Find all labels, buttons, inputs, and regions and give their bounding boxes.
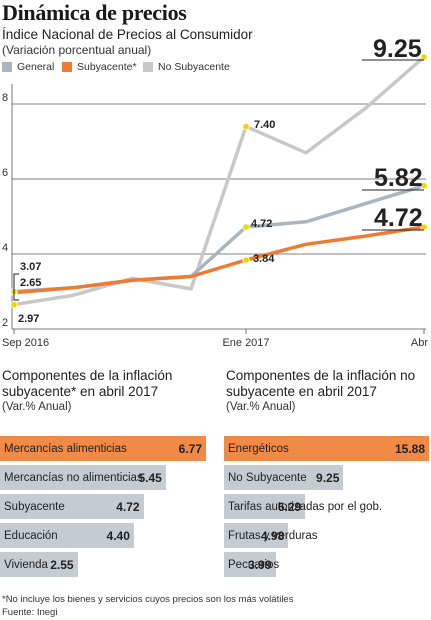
source-note: Fuente: Inegi bbox=[2, 607, 58, 618]
bar-1: No Subyacente 9.25 bbox=[224, 465, 344, 490]
legend-label-general: General bbox=[17, 61, 55, 73]
data-marker-7 bbox=[420, 182, 428, 190]
legend-label-subyacente: Subyacente* bbox=[77, 61, 137, 73]
bar-category-label: Subyacente bbox=[4, 500, 65, 513]
bar-3: Educación 4.40 bbox=[0, 523, 134, 548]
bar-value-label: 6.29 bbox=[277, 499, 302, 514]
bar-category-label: Frutas y verduras bbox=[228, 529, 318, 542]
no-subyacente-components-title: Componentes de la inflación no subyacent… bbox=[226, 368, 416, 399]
chart-units-note: (Variación porcentual anual) bbox=[2, 43, 152, 57]
line-chart: 2 4 6 8 Sep 2016 Ene 2017 Abr 3.07 2.65 2.97 4.72 3… bbox=[2, 35, 428, 349]
bar-3: Frutas y verduras 4.98 bbox=[224, 523, 317, 548]
legend-item-subyacente: Subyacente* bbox=[62, 60, 137, 74]
series-line-1 bbox=[13, 225, 425, 295]
data-label-3: 4.72 bbox=[251, 218, 272, 230]
y-tick-label-6: 6 bbox=[2, 167, 8, 179]
y-tick-label-2: 2 bbox=[2, 317, 8, 329]
chart-subtitle: Índice Nacional de Precios al Consumidor bbox=[2, 27, 253, 42]
data-marker-4 bbox=[242, 256, 250, 264]
bar-category-label: Energéticos bbox=[228, 442, 289, 455]
x-tick-label-2: Abr bbox=[411, 337, 428, 349]
data-label-0: 3.07 bbox=[20, 261, 41, 273]
page-title: Dinámica de precios bbox=[2, 0, 187, 25]
data-label-5: 7.40 bbox=[254, 119, 275, 131]
bar-value-label: 4.40 bbox=[106, 528, 130, 543]
legend-item-no-subyacente: No Subyacente bbox=[143, 60, 230, 74]
bar-value-label: 2.55 bbox=[50, 557, 74, 572]
bar-value-label: 9.25 bbox=[316, 470, 340, 485]
data-marker-3 bbox=[242, 223, 250, 231]
series-line-2 bbox=[13, 55, 426, 307]
label-bracket bbox=[13, 273, 19, 301]
bar-2: Subyacente 4.72 bbox=[0, 494, 144, 519]
x-tick-label-1: Ene 2017 bbox=[222, 337, 269, 349]
y-tick-label-4: 4 bbox=[2, 242, 8, 254]
bar-category-label: Vivienda bbox=[4, 558, 48, 571]
x-tick-label-0: Sep 2016 bbox=[2, 337, 49, 349]
data-marker-6 bbox=[420, 53, 428, 61]
bar-category-label: Pecuarios bbox=[228, 558, 280, 571]
bar-value-label: 6.77 bbox=[178, 441, 202, 456]
data-label-7: 5.82 bbox=[374, 164, 423, 192]
y-tick-label-8: 8 bbox=[2, 92, 8, 104]
legend-item-general: General bbox=[2, 60, 54, 74]
bar-4: Pecuarios 3.99 bbox=[224, 552, 280, 577]
bar-1: Mercancías no alimenticias 5.45 bbox=[0, 465, 166, 490]
bar-category-label: Educación bbox=[4, 529, 58, 542]
legend-swatch-subyacente bbox=[62, 62, 72, 72]
bar-category-label: Mercancías no alimenticias bbox=[4, 471, 143, 484]
bar-value-label: 5.45 bbox=[138, 470, 162, 485]
data-label-4: 3.84 bbox=[253, 253, 275, 265]
legend-swatch-general bbox=[2, 62, 12, 72]
bar-0: Energéticos 15.88 bbox=[224, 436, 429, 461]
bar-4: Vivienda 2.55 bbox=[0, 552, 78, 577]
bar-0: Mercancías alimenticias 6.77 bbox=[0, 436, 206, 461]
no-subyacente-components-unit: (Var.% Anual) bbox=[226, 401, 296, 413]
bar-category-label: No Subyacente bbox=[228, 471, 307, 484]
footnote: *No incluye los bienes y servicios cuyos… bbox=[2, 594, 294, 605]
bar-value-label: 4.98 bbox=[260, 528, 285, 543]
subyacente-components-title: Componentes de la inflación subyacente* … bbox=[2, 368, 173, 399]
data-label-2: 2.97 bbox=[18, 313, 39, 325]
data-label-8: 4.72 bbox=[374, 204, 423, 232]
bar-category-label: Tarifas autorizadas por el gob. bbox=[228, 500, 383, 513]
legend-label-no-subyacente: No Subyacente bbox=[158, 61, 230, 73]
data-label-6: 9.25 bbox=[373, 35, 422, 63]
subyacente-components-unit: (Var.% Anual) bbox=[2, 401, 72, 413]
bar-value-label: 4.72 bbox=[116, 499, 140, 514]
bar-value-label: 3.99 bbox=[248, 557, 272, 572]
bar-value-label: 15.88 bbox=[394, 441, 425, 456]
data-marker-5 bbox=[242, 122, 250, 131]
data-marker-0 bbox=[10, 301, 18, 309]
bar-2: Tarifas autorizadas por el gob. 6.29 bbox=[224, 494, 382, 519]
bar-category-label: Mercancías alimenticias bbox=[4, 442, 127, 455]
legend-swatch-no-subyacente bbox=[143, 62, 153, 72]
data-label-1: 2.65 bbox=[20, 277, 41, 289]
